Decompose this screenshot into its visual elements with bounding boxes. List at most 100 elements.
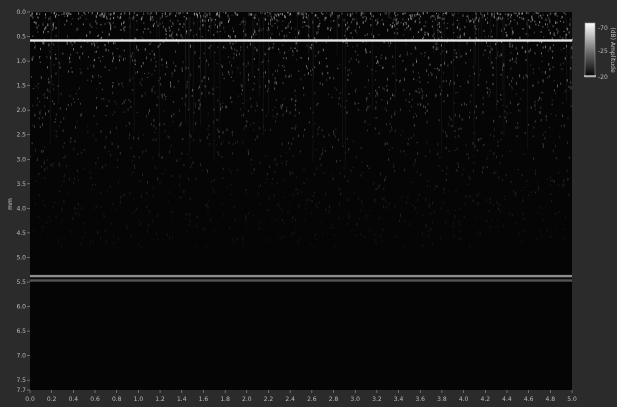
speckle-dot xyxy=(530,106,532,109)
speckle-dot xyxy=(426,109,428,113)
speckle-dot xyxy=(418,14,420,16)
speckle-dot xyxy=(513,19,515,21)
speckle-dot xyxy=(39,56,41,58)
speckle-dot xyxy=(145,149,147,153)
speckle-dot xyxy=(32,229,34,231)
plot-area-background xyxy=(30,12,572,390)
speckle-dot xyxy=(548,127,550,129)
speckle-dot xyxy=(418,91,420,94)
speckle-dot xyxy=(213,120,214,124)
speckle-dot xyxy=(207,29,209,32)
speckle-dot xyxy=(500,40,502,43)
speckle-dot xyxy=(231,101,233,103)
speckle-dot xyxy=(253,214,255,216)
speckle-dot xyxy=(204,85,206,88)
speckle-dot xyxy=(389,123,391,125)
speckle-dot xyxy=(37,30,39,33)
speckle-dot xyxy=(39,12,41,15)
speckle-dot xyxy=(330,20,332,22)
speckle-dot xyxy=(51,75,53,78)
speckle-dot xyxy=(364,120,366,123)
speckle-dot xyxy=(547,14,549,17)
speckle-dot xyxy=(229,35,231,39)
speckle-dot xyxy=(532,71,534,74)
speckle-dot xyxy=(242,238,244,241)
speckle-dot xyxy=(272,109,274,111)
speckle-dot xyxy=(216,12,218,15)
speckle-dot xyxy=(291,127,293,130)
speckle-dot xyxy=(469,177,471,180)
speckle-dot xyxy=(499,16,501,18)
speckle-dot xyxy=(441,169,443,173)
speckle-dot xyxy=(84,168,86,170)
speckle-dot xyxy=(466,213,468,215)
speckle-dot xyxy=(473,245,475,247)
speckle-dot xyxy=(339,172,341,174)
speckle-dot xyxy=(50,56,51,60)
speckle-dot xyxy=(149,53,151,55)
speckle-dot xyxy=(506,75,508,79)
speckle-dot xyxy=(201,170,203,171)
speckle-dot xyxy=(232,133,234,137)
speckle-dot xyxy=(408,101,410,103)
speckle-dot xyxy=(194,51,196,53)
speckle-dot xyxy=(281,13,283,16)
speckle-dot xyxy=(538,111,540,114)
speckle-dot xyxy=(157,238,159,241)
speckle-dot xyxy=(425,155,427,158)
speckle-dot xyxy=(516,21,518,25)
speckle-dot xyxy=(517,168,519,171)
speckle-dot xyxy=(497,53,499,57)
speckle-dot xyxy=(568,193,570,196)
speckle-dot xyxy=(167,233,169,237)
speckle-dot xyxy=(418,71,419,74)
speckle-dot xyxy=(514,194,516,198)
speckle-dot xyxy=(153,124,155,128)
speckle-dot xyxy=(182,12,184,14)
speckle-dot xyxy=(175,65,177,67)
x-tick-label: 0.4 xyxy=(69,396,79,403)
speckle-dot xyxy=(162,41,164,43)
speckle-dot xyxy=(179,12,181,15)
speckle-dot xyxy=(474,19,476,21)
speckle-dot xyxy=(255,33,257,35)
speckle-dot xyxy=(151,90,153,92)
x-tick-label: 3.8 xyxy=(437,396,447,403)
speckle-dot xyxy=(222,106,223,108)
speckle-dot xyxy=(477,202,479,205)
speckle-dot xyxy=(185,66,187,70)
speckle-dot xyxy=(440,31,442,34)
speckle-dot xyxy=(151,12,153,14)
speckle-dot xyxy=(146,242,148,244)
speckle-dot xyxy=(269,128,271,131)
speckle-dot xyxy=(411,38,413,40)
speckle-dot xyxy=(553,179,555,183)
speckle-dot xyxy=(159,43,161,45)
speckle-dot xyxy=(510,52,512,54)
speckle-dot xyxy=(388,42,389,44)
speckle-dot xyxy=(323,135,325,138)
speckle-dot xyxy=(195,33,197,36)
speckle-dot xyxy=(163,93,165,97)
speckle-dot xyxy=(224,31,226,33)
speckle-dot xyxy=(97,157,99,160)
speckle-dot xyxy=(435,48,437,51)
speckle-dot xyxy=(289,74,291,78)
speckle-dot xyxy=(32,56,34,58)
speckle-dot xyxy=(285,74,287,78)
speckle-dot xyxy=(70,54,72,56)
speckle-dot xyxy=(413,78,415,81)
speckle-dot xyxy=(232,42,234,45)
speckle-dot xyxy=(564,57,566,60)
speckle-dot xyxy=(228,73,230,75)
speckle-dot xyxy=(157,45,159,48)
speckle-dot xyxy=(44,27,46,31)
speckle-dot xyxy=(417,31,419,33)
speckle-dot xyxy=(292,155,294,157)
speckle-dot xyxy=(245,228,247,230)
speckle-dot xyxy=(288,50,290,52)
speckle-dot xyxy=(511,14,512,16)
speckle-dot xyxy=(163,110,165,112)
speckle-dot xyxy=(437,152,439,156)
